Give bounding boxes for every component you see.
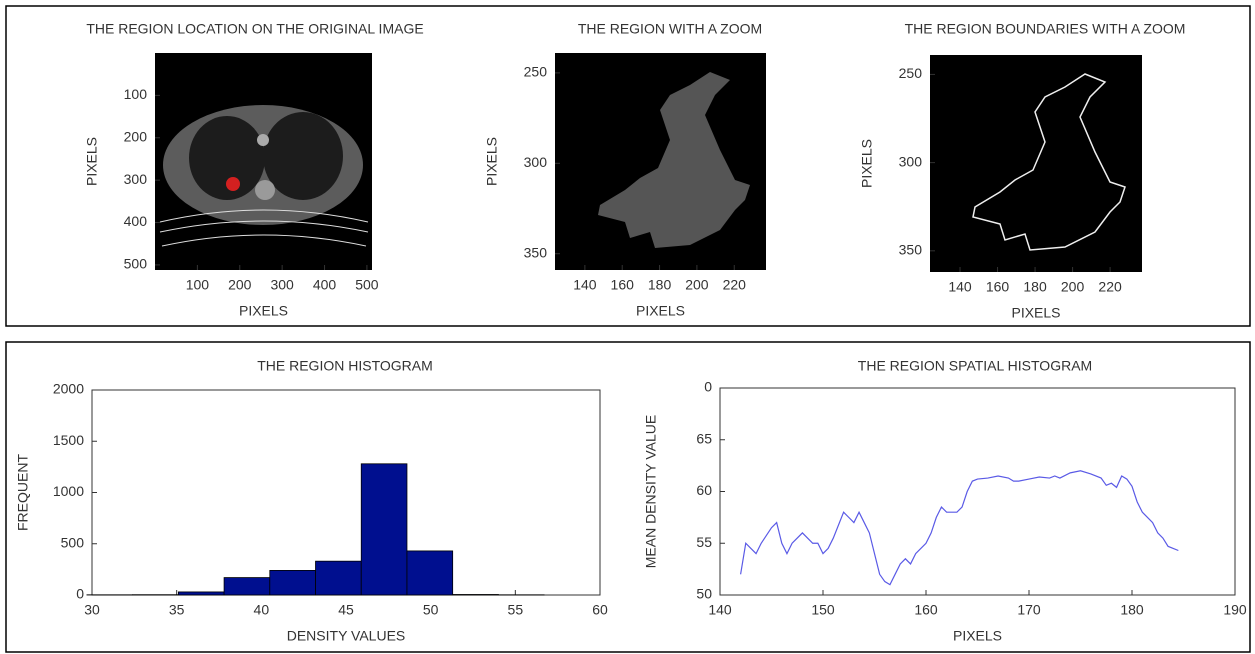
bar bbox=[178, 592, 224, 595]
y-tick-label: 2000 bbox=[53, 381, 84, 397]
y-tick-label: 250 bbox=[524, 64, 548, 80]
y-tick-label: 300 bbox=[899, 153, 923, 169]
y-tick-label: 55 bbox=[696, 534, 712, 550]
x-tick-label: 45 bbox=[338, 602, 354, 618]
x-tick-label: 160 bbox=[914, 602, 938, 618]
x-axis-label: PIXELS bbox=[953, 628, 1002, 644]
y-tick-label: 350 bbox=[524, 244, 548, 260]
y-tick-label: 500 bbox=[61, 534, 85, 550]
x-tick-label: 170 bbox=[1017, 602, 1041, 618]
x-tick-label: 140 bbox=[573, 277, 597, 293]
y-tick-label: 50 bbox=[696, 586, 712, 602]
zoom-image bbox=[555, 53, 766, 270]
y-tick-label: 65 bbox=[696, 430, 712, 446]
x-tick-label: 60 bbox=[592, 602, 608, 618]
x-tick-label: 50 bbox=[423, 602, 439, 618]
y-tick-label: 200 bbox=[124, 128, 148, 144]
x-tick-label: 200 bbox=[1061, 279, 1085, 295]
y-tick-label: 250 bbox=[899, 65, 923, 81]
y-axis-label: PIXELS bbox=[484, 137, 500, 186]
chart-title: THE REGION WITH A ZOOM bbox=[578, 21, 762, 37]
chart-title: THE REGION SPATIAL HISTOGRAM bbox=[858, 358, 1092, 374]
y-tick-label: 1000 bbox=[53, 483, 84, 499]
y-tick-label: 0 bbox=[704, 379, 712, 395]
x-tick-label: 140 bbox=[948, 279, 972, 295]
y-tick-label: 0 bbox=[76, 586, 84, 602]
x-axis-label: PIXELS bbox=[1011, 305, 1060, 321]
y-tick-label: 400 bbox=[124, 213, 148, 229]
x-axis-label: DENSITY VALUES bbox=[287, 628, 406, 644]
x-tick-label: 180 bbox=[1023, 279, 1047, 295]
chart-title: THE REGION BOUNDARIES WITH A ZOOM bbox=[905, 21, 1186, 37]
bar bbox=[407, 551, 453, 595]
x-tick-label: 300 bbox=[270, 277, 294, 293]
x-tick-label: 160 bbox=[611, 277, 635, 293]
chart-title: THE REGION HISTOGRAM bbox=[257, 358, 433, 374]
x-tick-label: 180 bbox=[1120, 602, 1144, 618]
x-tick-label: 200 bbox=[228, 277, 252, 293]
x-tick-label: 150 bbox=[811, 602, 835, 618]
y-tick-label: 350 bbox=[899, 242, 923, 258]
y-tick-label: 1500 bbox=[53, 432, 84, 448]
x-tick-label: 40 bbox=[254, 602, 270, 618]
y-tick-label: 100 bbox=[124, 86, 148, 102]
x-tick-label: 180 bbox=[648, 277, 672, 293]
chart-title: THE REGION LOCATION ON THE ORIGINAL IMAG… bbox=[86, 21, 423, 37]
x-tick-label: 200 bbox=[685, 277, 709, 293]
figure: THE REGION LOCATION ON THE ORIGINAL IMAG… bbox=[0, 0, 1255, 654]
y-tick-label: 300 bbox=[124, 171, 148, 187]
x-tick-label: 30 bbox=[84, 602, 100, 618]
bar bbox=[361, 464, 407, 595]
y-axis-label: FREQUENT bbox=[15, 454, 31, 531]
y-tick-label: 60 bbox=[696, 482, 712, 498]
y-axis-label: PIXELS bbox=[859, 139, 875, 188]
x-tick-label: 55 bbox=[508, 602, 524, 618]
x-tick-label: 500 bbox=[355, 277, 379, 293]
y-tick-label: 500 bbox=[124, 256, 148, 272]
boundary-image bbox=[930, 55, 1142, 272]
x-tick-label: 220 bbox=[723, 277, 747, 293]
x-tick-label: 160 bbox=[986, 279, 1010, 295]
x-tick-label: 400 bbox=[313, 277, 337, 293]
x-axis-label: PIXELS bbox=[239, 303, 288, 319]
y-axis-label: MEAN DENSITY VALUE bbox=[643, 415, 659, 569]
x-tick-label: 100 bbox=[186, 277, 210, 293]
x-tick-label: 190 bbox=[1223, 602, 1247, 618]
bar bbox=[316, 561, 362, 595]
x-tick-label: 220 bbox=[1098, 279, 1122, 295]
y-tick-label: 300 bbox=[524, 154, 548, 170]
bar bbox=[224, 578, 270, 595]
axes-frame bbox=[720, 388, 1235, 595]
y-axis-label: PIXELS bbox=[84, 137, 100, 186]
line bbox=[741, 471, 1179, 585]
x-tick-label: 140 bbox=[708, 602, 732, 618]
x-axis-label: PIXELS bbox=[636, 303, 685, 319]
x-tick-label: 35 bbox=[169, 602, 185, 618]
ct-image bbox=[155, 53, 372, 270]
bar bbox=[270, 570, 316, 595]
bar bbox=[453, 594, 499, 595]
